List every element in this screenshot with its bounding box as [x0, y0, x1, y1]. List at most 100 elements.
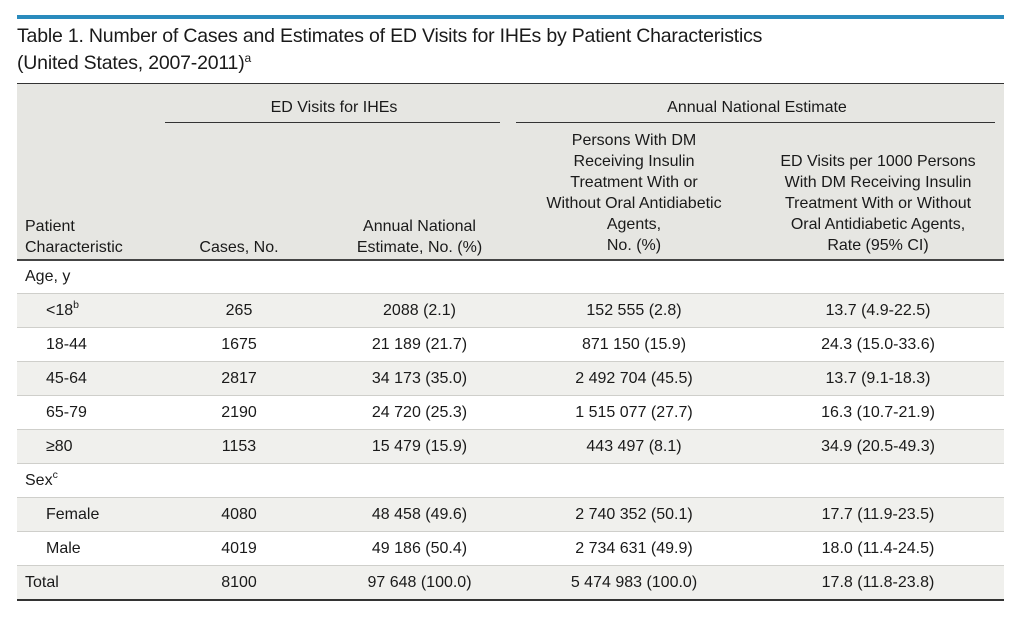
cell-estimate: 2088 (2.1) [383, 302, 456, 319]
table-row: <18b 265 2088 (2.1) 152 555 (2.8) 13.7 (… [17, 294, 1004, 328]
cell-rate: 17.7 (11.9-23.5) [821, 506, 935, 523]
cell-estimate: 24 720 (25.3) [371, 404, 468, 421]
cell-persons: 152 555 (2.8) [586, 302, 682, 319]
row-label: Male [46, 540, 81, 557]
table-title-footnote-a: a [244, 51, 252, 65]
table-row: 65-79 2190 24 720 (25.3) 1 515 077 (27.7… [17, 396, 1004, 430]
row-label: 18-44 [46, 336, 87, 353]
cell-persons: 2 492 704 (45.5) [575, 370, 693, 387]
col-header-persons-line: No. (%) [606, 237, 662, 254]
cell-persons: 871 150 (15.9) [581, 336, 687, 353]
group-header-ed-visits: ED Visits for IHEs [270, 99, 398, 116]
table-row: 18-44 1675 21 189 (21.7) 871 150 (15.9) … [17, 328, 1004, 362]
row-label: Sexc [25, 464, 58, 498]
cell-cases: 1675 [221, 336, 257, 353]
group-header-annual-estimate: Annual National Estimate [667, 99, 847, 116]
row-label: Total [25, 574, 59, 591]
cell-rate: 13.7 (9.1-18.3) [825, 370, 931, 387]
row-divider [17, 327, 1004, 328]
cell-cases: 4080 [221, 506, 257, 523]
cell-estimate: 49 186 (50.4) [371, 540, 468, 557]
col-header-persons-line: Without Oral Antidiabetic [546, 195, 722, 212]
col-header-estimate-line: Estimate, No. (%) [356, 239, 483, 256]
cell-rate: 16.3 (10.7-21.9) [821, 404, 935, 421]
cell-persons: 2 740 352 (50.1) [575, 506, 693, 523]
col-header-persons-line: Receiving Insulin [573, 153, 695, 170]
cell-cases: 265 [225, 302, 253, 319]
col-header-estimate-line: Annual National [363, 218, 476, 235]
cell-persons: 1 515 077 (27.7) [575, 404, 693, 421]
cell-rate: 18.0 (11.4-24.5) [821, 540, 935, 557]
row-label: ≥80 [46, 438, 73, 455]
col-header-rate-line: Treatment With or Without [784, 195, 972, 212]
col-header-persons-line: Persons With DM [571, 132, 697, 149]
table-row: Male 4019 49 186 (50.4) 2 734 631 (49.9)… [17, 532, 1004, 566]
row-label: 45-64 [46, 370, 87, 387]
row-label: 65-79 [46, 404, 87, 421]
group-header-ed-visits-rule [165, 122, 500, 123]
cell-cases: 2190 [221, 404, 257, 421]
cell-estimate: 48 458 (49.6) [371, 506, 468, 523]
row-divider [17, 429, 1004, 430]
cell-rate: 17.8 (11.8-23.8) [821, 574, 935, 591]
table-row-total: Total 8100 97 648 (100.0) 5 474 983 (100… [17, 566, 1004, 600]
col-header-estimate: Annual National Estimate, No. (%) [317, 216, 522, 258]
table-row: Female 4080 48 458 (49.6) 2 740 352 (50.… [17, 498, 1004, 532]
cell-rate: 34.9 (20.5-49.3) [821, 438, 935, 455]
table-bottom-rule [17, 599, 1004, 601]
cell-cases: 2817 [221, 370, 257, 387]
col-header-persons-line: Treatment With or [570, 174, 698, 191]
cell-estimate: 15 479 (15.9) [371, 438, 468, 455]
row-divider [17, 293, 1004, 294]
cell-cases: 4019 [221, 540, 257, 557]
row-label-text: Sex [25, 472, 53, 489]
table-row: 45-64 2817 34 173 (35.0) 2 492 704 (45.5… [17, 362, 1004, 396]
row-divider [17, 395, 1004, 396]
col-header-rate-line: Rate (95% CI) [827, 237, 929, 254]
row-divider [17, 531, 1004, 532]
data-table: ED Visits for IHEs Annual National Estim… [17, 83, 1004, 601]
col-header-persons: Persons With DM Receiving Insulin Treatm… [519, 130, 749, 256]
table-title-line1: Table 1. Number of Cases and Estimates o… [17, 25, 763, 47]
cell-rate: 13.7 (4.9-22.5) [825, 302, 931, 319]
cell-estimate: 34 173 (35.0) [371, 370, 468, 387]
row-divider [17, 565, 1004, 566]
row-divider [17, 361, 1004, 362]
row-divider [17, 463, 1004, 464]
cell-rate: 24.3 (15.0-33.6) [821, 336, 935, 353]
row-label-text: <18 [46, 302, 74, 319]
group-header-annual-estimate-rule [516, 122, 995, 123]
cell-cases: 1153 [221, 438, 257, 455]
footnote-c: c [52, 469, 58, 481]
col-header-rate-line: ED Visits per 1000 Persons [780, 153, 976, 170]
cell-persons: 443 497 (8.1) [586, 438, 682, 455]
col-header-persons-line: Agents, [606, 216, 662, 233]
row-label: Female [46, 506, 100, 523]
header-bottom-rule [17, 259, 1004, 261]
table-row-section-age: Age, y [17, 260, 1004, 294]
col-header-rate-line: Oral Antidiabetic Agents, [790, 216, 966, 233]
footnote-b: b [73, 299, 79, 311]
col-header-cases: Cases, No. [199, 239, 279, 256]
row-divider [17, 497, 1004, 498]
table-title: Table 1. Number of Cases and Estimates o… [17, 23, 1004, 77]
title-accent-rule [17, 15, 1004, 19]
cell-estimate: 21 189 (21.7) [371, 336, 468, 353]
col-header-characteristic-line: Characteristic [25, 239, 123, 256]
table-top-rule [17, 83, 1004, 84]
col-header-rate-line: With DM Receiving Insulin [784, 174, 972, 191]
row-label: Age, y [25, 260, 70, 294]
table-row: ≥80 1153 15 479 (15.9) 443 497 (8.1) 34.… [17, 430, 1004, 464]
table-title-line2-text: (United States, 2007-2011) [17, 52, 245, 74]
cell-persons: 5 474 983 (100.0) [570, 574, 698, 591]
col-header-rate: ED Visits per 1000 Persons With DM Recei… [747, 151, 1009, 256]
col-header-characteristic: Patient Characteristic [25, 216, 123, 258]
cell-persons: 2 734 631 (49.9) [575, 540, 693, 557]
cell-estimate: 97 648 (100.0) [367, 574, 472, 591]
row-label-text: Age, y [25, 268, 71, 285]
cell-cases: 8100 [221, 574, 257, 591]
table-title-line2: (United States, 2007-2011)a [17, 50, 1004, 77]
table-header: ED Visits for IHEs Annual National Estim… [17, 84, 1004, 261]
row-label: <18b [46, 294, 79, 328]
col-header-characteristic-line: Patient [25, 218, 75, 235]
